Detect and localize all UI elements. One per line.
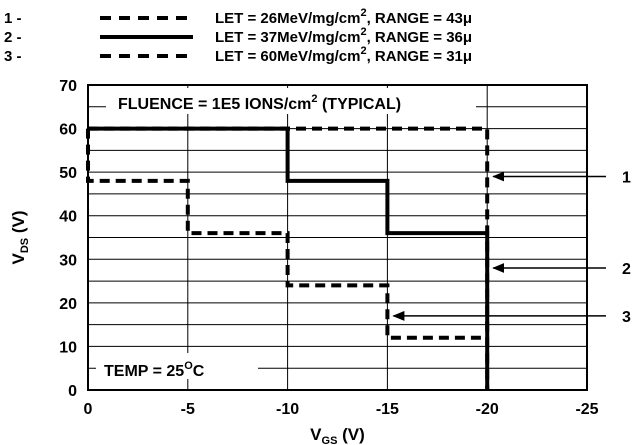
legend-label: LET = 37MeV/mg/cm2, RANGE = 36μ (215, 26, 472, 46)
annotations: FLUENCE = 1E5 IONS/cm2 (TYPICAL) TEMP = 2… (104, 93, 631, 380)
callout-label-2: 2 (622, 261, 631, 278)
series-2-line (88, 126, 490, 390)
series-3-line (86, 128, 488, 340)
callout-label-3: 3 (622, 309, 631, 326)
x-tick-label: -20 (476, 401, 499, 418)
x-tick-label: -15 (376, 401, 399, 418)
y-tick-label: 70 (59, 78, 77, 95)
y-tick-label: 40 (59, 209, 77, 226)
y-tick-label: 0 (68, 383, 77, 400)
y-tick-label: 30 (59, 252, 77, 269)
temp-bg (96, 353, 258, 379)
x-tick-label: -25 (575, 401, 598, 418)
y-tick-label: 10 (59, 339, 77, 356)
legend-number: 3 - (4, 48, 22, 65)
grid (88, 85, 587, 390)
callout-label-1: 1 (622, 170, 631, 187)
x-tick-label: -5 (181, 401, 195, 418)
temp-note: TEMP = 25OC (104, 360, 205, 380)
legend-number: 2 - (4, 29, 22, 46)
series-layer (86, 126, 490, 390)
y-axis-label: VDS (V) (9, 210, 31, 264)
fluence-note: FLUENCE = 1E5 IONS/cm2 (TYPICAL) (118, 93, 401, 113)
x-tick-label: 0 (84, 401, 93, 418)
legend: 1 - LET = 26MeV/mg/cm2, RANGE = 43μ 2 - LET… (4, 7, 472, 65)
y-tick-label: 60 (59, 122, 77, 139)
plot-frame (87, 84, 588, 391)
x-tick-label: -10 (276, 401, 299, 418)
y-tick-label: 50 (59, 165, 77, 182)
legend-number: 1 - (4, 10, 22, 27)
axes: 0 10 20 30 40 50 60 70 0 -5 -10 -15 -20 -25 VGS (V) VDS… (9, 78, 599, 445)
legend-label: LET = 60MeV/mg/cm2, RANGE = 31μ (215, 45, 472, 65)
x-axis-label: VGS (V) (310, 425, 365, 445)
fluence-bg (106, 88, 476, 114)
y-tick-label: 20 (59, 296, 77, 313)
legend-label: LET = 26MeV/mg/cm2, RANGE = 43μ (215, 7, 472, 27)
